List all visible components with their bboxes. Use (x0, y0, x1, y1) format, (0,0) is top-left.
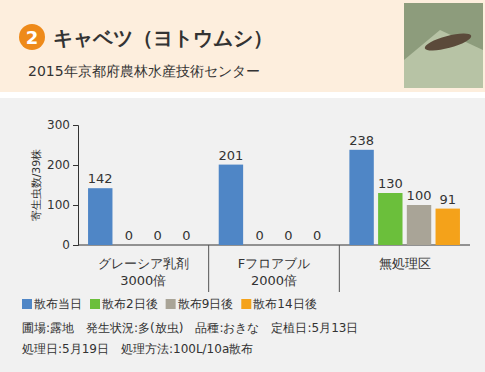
y-tick: 0 (62, 238, 78, 252)
y-axis-line (73, 126, 79, 246)
x-tick-label-line: Fフロアブル (238, 256, 310, 271)
subtitle: 2015年京都府農林水産技術センター (28, 63, 260, 79)
note: 処理日:5月19日 処理方法:100L/10a散布 (22, 342, 253, 356)
legend-label: 散布2日後 (102, 297, 158, 311)
badge (19, 24, 45, 50)
panel-number: 2 (26, 27, 39, 48)
title: キャベツ（ヨトウムシ） (53, 26, 273, 50)
y-axis-title: 寄生虫数/39株 (30, 149, 43, 222)
y-tick-label: 100 (47, 198, 70, 212)
bar (305, 245, 329, 246)
bars (88, 150, 460, 245)
data-labels: 142 201 238 0 0 130 0 0 100 0 0 91 (88, 133, 456, 243)
data-label: 0 (182, 228, 190, 243)
photo-caterpillar (423, 30, 472, 54)
background (0, 0, 485, 372)
photo (404, 3, 483, 88)
legend-swatch (22, 299, 32, 309)
y-tick: 200 (47, 158, 78, 172)
data-label: 0 (284, 228, 292, 243)
photo-background (404, 3, 483, 88)
category-separator (208, 245, 209, 292)
data-label: 201 (219, 148, 244, 163)
photo-leaf (404, 30, 483, 88)
data-label: 91 (439, 192, 456, 207)
bar (407, 205, 431, 245)
bar (378, 193, 402, 245)
y-tick-label: 200 (47, 158, 70, 172)
data-label: 0 (125, 228, 133, 243)
data-label: 142 (88, 171, 113, 186)
legend: 散布当日 散布2日後 散布9日後 散布14日後 (22, 297, 317, 311)
header-background (0, 0, 485, 92)
x-tick-label: グレーシア乳剤 3000倍 (98, 256, 189, 288)
legend-swatch (90, 299, 100, 309)
bar (349, 150, 373, 245)
legend-label: 散布9日後 (178, 297, 234, 311)
panel-background (0, 98, 485, 372)
bar (276, 245, 300, 246)
legend-item: 散布14日後 (241, 297, 316, 311)
bar (436, 209, 460, 245)
legend-item: 散布当日 (22, 297, 82, 311)
legend-item: 散布9日後 (166, 297, 234, 311)
y-tick: 100 (47, 198, 78, 212)
chart-svg: 2 キャベツ（ヨトウムシ） 2015年京都府農林水産技術センター 0 100 200 300… (0, 0, 485, 372)
note: 圃場:露地 発生状況:多(放虫) 品種:おきな 定植日:5月13日 (22, 321, 358, 335)
x-tick-label-line: 無処理区 (379, 256, 431, 271)
legend-swatch (166, 299, 176, 309)
data-label: 238 (349, 133, 374, 148)
y-tick: 300 (47, 118, 78, 132)
y-tick-mark (73, 245, 78, 246)
data-label: 0 (313, 228, 321, 243)
x-tick-label-line: 2000倍 (251, 273, 297, 288)
legend-item: 散布2日後 (90, 297, 158, 311)
y-tick-mark (73, 205, 78, 206)
y-tick-label: 300 (47, 118, 70, 132)
data-label: 0 (154, 228, 162, 243)
legend-label: 散布当日 (34, 297, 82, 311)
legend-label: 散布14日後 (253, 297, 316, 311)
bar (247, 245, 271, 246)
x-tick-label-line: 3000倍 (120, 273, 166, 288)
bar (219, 165, 243, 245)
data-label: 130 (378, 176, 403, 191)
x-tick-label: 無処理区 (379, 256, 431, 271)
data-label: 0 (256, 228, 264, 243)
legend-swatch (241, 299, 251, 309)
bar (145, 245, 169, 246)
data-label: 100 (407, 188, 432, 203)
y-tick-label: 0 (62, 238, 70, 252)
y-tick-mark (73, 125, 78, 126)
bar (117, 245, 141, 246)
x-tick-label-line: グレーシア乳剤 (98, 256, 189, 271)
y-tick-mark (73, 165, 78, 166)
x-tick-label: Fフロアブル 2000倍 (238, 256, 310, 288)
bar (88, 188, 112, 245)
y-axis: 0 100 200 300 (47, 118, 78, 252)
category-separator (339, 245, 340, 292)
bar (174, 245, 198, 246)
